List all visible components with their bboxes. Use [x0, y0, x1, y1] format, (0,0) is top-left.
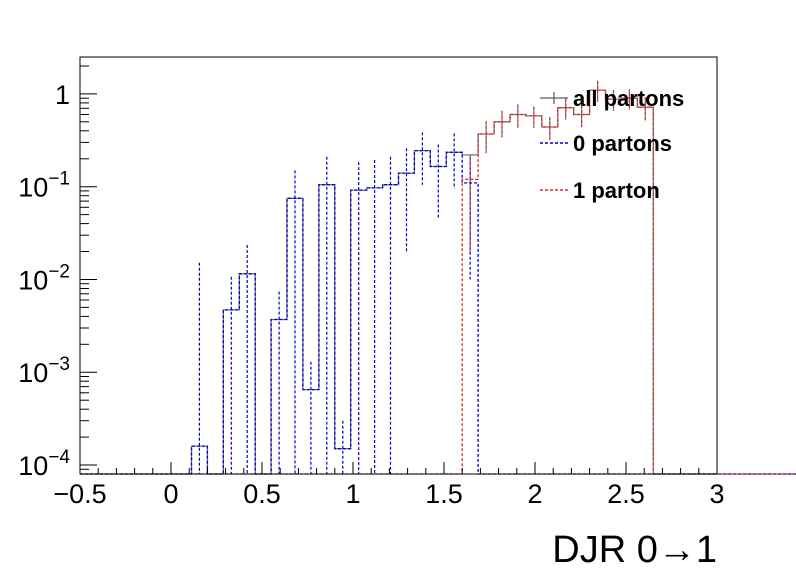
y-tick-label: 10−2 [18, 262, 70, 296]
x-tick-label: 0 [163, 479, 178, 509]
x-tick-label: 0.5 [243, 479, 281, 509]
legend-label: all partons [573, 86, 684, 111]
legend-item-1: 0 partons [540, 131, 672, 156]
y-tick-label: 10−4 [18, 447, 70, 481]
x-axis-title: DJR 0→1 [552, 529, 717, 571]
legend-item-2: 1 parton [540, 178, 660, 203]
x-tick-label: 3 [709, 479, 724, 509]
series-layer [80, 80, 796, 475]
x-tick-label: 1.5 [425, 479, 463, 509]
series-2 [80, 80, 796, 475]
legend: all partons 0 partons 1 parton [540, 86, 684, 203]
x-tick-label: 2 [527, 479, 542, 509]
x-tick-label: 2.5 [607, 479, 645, 509]
x-tick-label: −0.5 [53, 479, 106, 509]
x-tick-label: 1 [345, 479, 360, 509]
legend-item-0: all partons [540, 86, 684, 111]
legend-label: 0 partons [573, 131, 672, 156]
series-line [80, 89, 796, 475]
plot-frame [79, 56, 718, 475]
y-tick-label: 10−3 [18, 354, 70, 388]
y-tick-label: 10−1 [18, 169, 70, 203]
y-tick-label: 1 [55, 80, 70, 110]
x-axis: −0.5 0 0.5 1 1.5 2 2.5 3 [53, 462, 725, 509]
y-axis: 1 10−1 10−2 10−3 10−4 [18, 65, 97, 481]
legend-label: 1 parton [573, 178, 660, 203]
